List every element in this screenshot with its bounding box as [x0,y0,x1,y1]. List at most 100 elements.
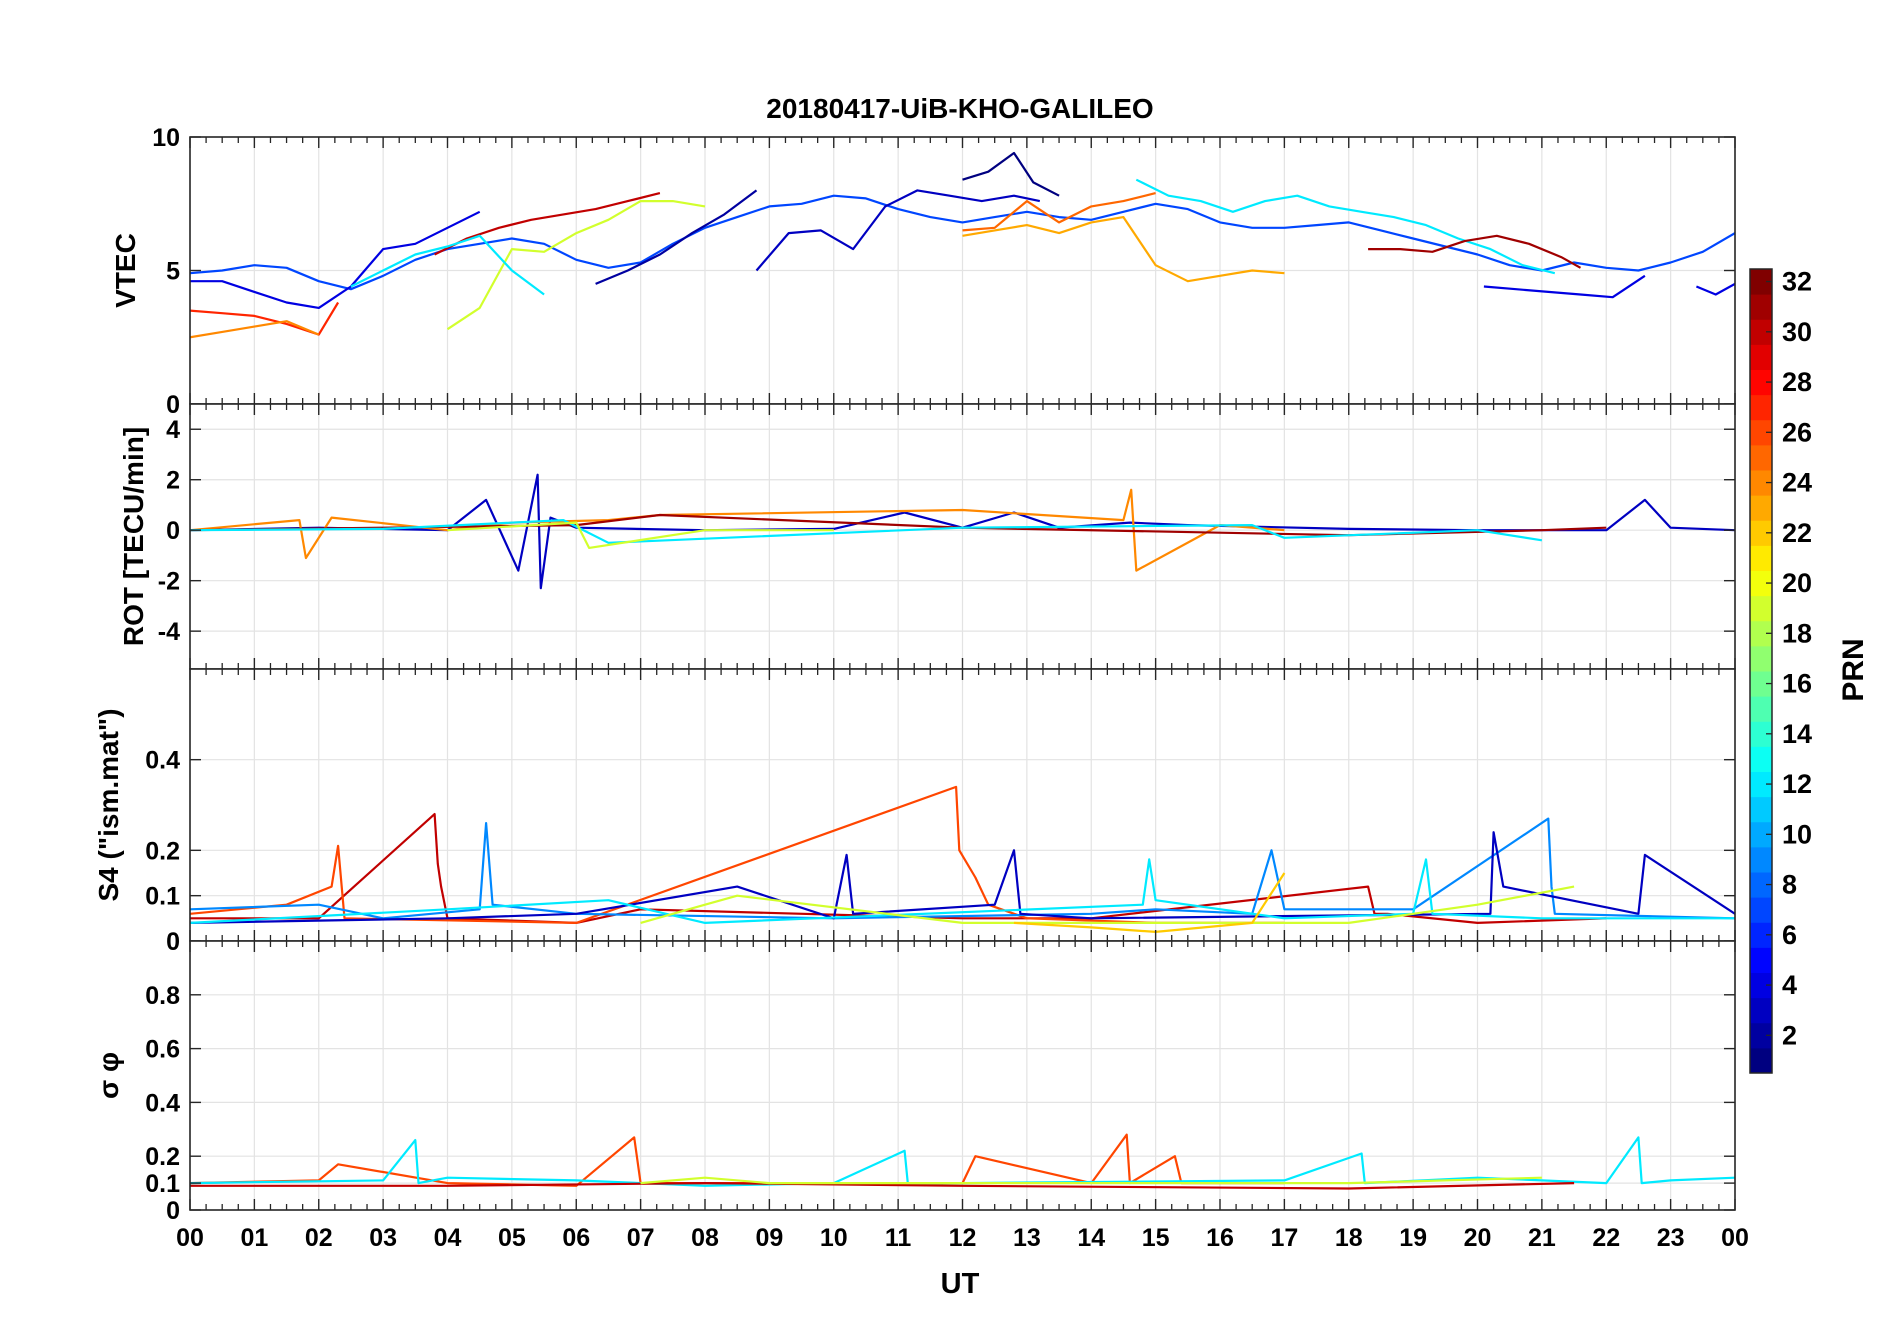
series-line-prn-9 [190,817,1735,920]
series-line-prn-31 [1368,234,1582,269]
y-axis-label: VTEC [110,233,141,308]
colorbar-segment [1750,344,1772,370]
colorbar-segment [1750,645,1772,672]
y-tick-label: 0 [166,1197,180,1225]
colorbar-tick-label: 16 [1782,669,1812,699]
x-tick-label: 07 [627,1224,655,1252]
x-tick-label: 11 [885,1224,912,1252]
x-tick-label: 00 [1721,1224,1749,1252]
x-tick-label: 10 [820,1224,848,1252]
panel-3: 0 0.1 0.2 0.4 S4 ("ism.mat") [93,668,1736,956]
series-line-prn-3 [190,831,1735,924]
series-group [190,473,1735,590]
y-tick-label: 0 [166,517,180,545]
series-line-prn-23 [962,216,1285,283]
y-tick-label: 2 [166,467,180,495]
colorbar-tick-label: 24 [1782,468,1812,498]
colorbar-segment [1750,897,1772,923]
y-axis-label: S4 ("ism.mat") [93,708,124,901]
x-tick-label: 09 [755,1224,783,1252]
x-tick-label: 14 [1077,1224,1105,1252]
x-tick-label: 23 [1657,1224,1685,1252]
x-tick-label: 18 [1335,1224,1363,1252]
colorbar-segment [1750,1022,1772,1049]
y-tick-label: 0.1 [145,1170,180,1198]
colorbar-tick-label: 22 [1782,518,1812,548]
y-tick-label: 4 [166,416,180,444]
series-line-prn-12 [190,858,1735,924]
colorbar-frame [1749,268,1773,1074]
y-tick-label: 5 [166,258,180,286]
colorbar-tick-label: 14 [1782,719,1812,749]
colorbar-segment [1750,997,1772,1024]
colorbar-segment [1750,520,1772,546]
y-tick-label: 0.1 [145,883,180,911]
y-tick-label: 0 [166,928,180,956]
y-tick-label: 0.4 [145,747,180,775]
colorbar-tick-label: 12 [1782,769,1812,799]
y-tick-label: 0.8 [145,982,180,1010]
x-tick-label: 22 [1592,1224,1620,1252]
x-tick-label: 20 [1464,1224,1492,1252]
y-tick-label: -4 [158,618,180,646]
colorbar-segment [1750,947,1772,973]
series-line-prn-19 [446,200,706,331]
colorbar-segment [1750,671,1772,697]
colorbar-tick-label: 8 [1782,870,1797,900]
colorbar-segment [1750,872,1772,898]
series-line-prn-4 [1695,282,1735,296]
series-line-prn-12 [350,234,545,296]
x-axis-label: UT [941,1268,980,1300]
colorbar-segment [1750,319,1772,345]
colorbar-segment [1750,419,1772,446]
colorbar-segment [1750,821,1772,848]
series-line-prn-2 [595,189,758,285]
colorbar-segment [1750,746,1772,772]
series-line-prn-19 [447,521,834,549]
panel-1: 0 5 10 VTEC [110,124,1736,419]
colorbar-tick-label: 2 [1782,1020,1797,1050]
x-tick-label: 13 [1013,1224,1041,1252]
series-line-prn-30 [434,192,661,256]
x-tick-label: 05 [498,1224,526,1252]
colorbar-segment [1750,595,1772,622]
colorbar-tick-label: 18 [1782,618,1812,648]
colorbar-tick-label: 4 [1782,970,1797,1000]
x-axis: 00 01 02 03 04 05 06 07 08 09 10 11 12 13 14 15 16 17 18 19… [176,1224,1749,1252]
y-tick-label: 0 [166,391,180,419]
colorbar-tick-label: 30 [1782,317,1812,347]
chart-title: 20180417-UiB-KHO-GALILEO [766,93,1153,124]
colorbar-segment [1750,922,1772,948]
series-line-prn-12 [1135,178,1556,275]
series-line-prn-4 [190,210,481,309]
y-axis-label: ROT [TECU/min] [118,427,149,646]
y-tick-label: 0.2 [145,837,180,865]
series-line-prn-1 [962,151,1060,197]
x-tick-label: 03 [369,1224,397,1252]
x-tick-label: 00 [176,1224,204,1252]
x-tick-label: 02 [305,1224,333,1252]
x-tick-label: 15 [1142,1224,1170,1252]
colorbar-segment [1750,394,1772,421]
colorbar-segment [1750,721,1772,747]
y-axis-label: σ φ [93,1052,124,1099]
series-group [190,785,1735,933]
plot-frame [189,940,1736,1211]
colorbar-tick-label: 28 [1782,367,1812,397]
x-tick-label: 12 [949,1224,977,1252]
y-tick-label: -2 [158,568,180,596]
series-line-prn-27 [190,301,340,336]
series-line-prn-3 [755,189,1041,272]
series-line-prn-19 [640,885,1575,924]
colorbar-segment [1750,796,1772,823]
series-line-prn-4 [1483,274,1646,299]
series-line-prn-30 [190,1182,1575,1190]
colorbar-segment [1750,369,1772,396]
panel-4: 00.10.2 0.4 0.6 0.8 σ φ [93,940,1736,1225]
x-tick-label: 21 [1528,1224,1556,1252]
colorbar-segment [1750,696,1772,722]
colorbar-segment [1750,294,1772,320]
